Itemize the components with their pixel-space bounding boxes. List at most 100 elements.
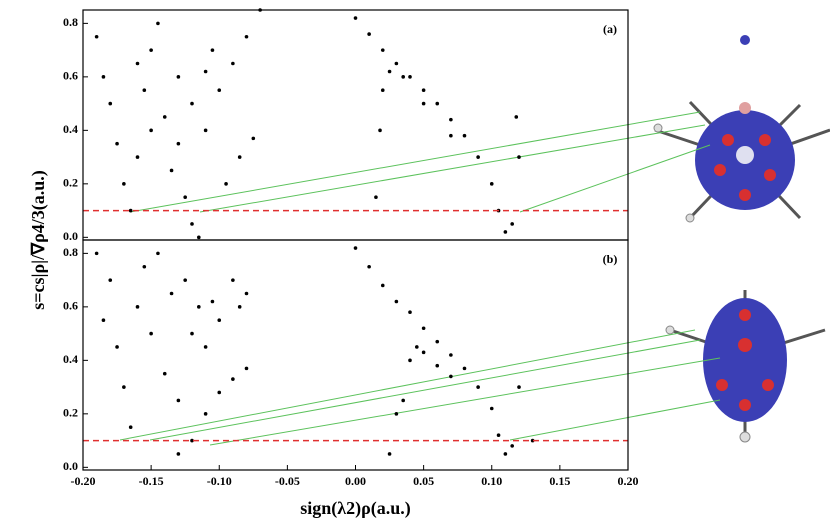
point <box>108 101 113 106</box>
point <box>149 128 153 133</box>
point <box>135 305 140 309</box>
connector <box>149 339 701 441</box>
spot <box>739 309 751 321</box>
spot <box>722 134 734 146</box>
point <box>231 61 235 66</box>
y-tick-label: 0.4 <box>63 122 78 136</box>
point <box>244 291 249 296</box>
point <box>415 345 419 349</box>
point <box>183 195 187 200</box>
point <box>176 398 181 403</box>
point <box>449 117 453 122</box>
point <box>183 278 187 282</box>
atom <box>740 35 750 45</box>
point <box>176 141 181 146</box>
point <box>503 230 508 234</box>
point <box>462 366 467 371</box>
point <box>421 88 426 93</box>
connector <box>209 357 721 446</box>
point <box>169 168 174 173</box>
point <box>251 136 256 141</box>
point <box>101 318 106 323</box>
point <box>162 371 167 376</box>
molecule-b <box>665 290 826 443</box>
atom <box>739 102 751 114</box>
point <box>122 385 126 389</box>
point <box>231 377 235 381</box>
point <box>496 433 501 438</box>
connector <box>199 124 706 213</box>
y-axis-label: s=cs|ρ|/∇ρ4/3(a.u.) <box>28 170 49 310</box>
point <box>142 264 147 269</box>
spot <box>739 399 751 411</box>
point <box>374 195 378 200</box>
point <box>449 374 453 379</box>
point <box>203 69 208 74</box>
point <box>503 452 508 456</box>
point <box>421 326 426 331</box>
spot <box>764 169 776 181</box>
connector <box>119 329 696 441</box>
point <box>408 358 412 363</box>
connector <box>509 399 721 441</box>
point <box>378 128 382 133</box>
point <box>244 366 249 371</box>
point <box>387 452 392 456</box>
x-tick-label: 0.15 <box>549 474 570 488</box>
point <box>380 48 385 52</box>
point <box>176 452 181 456</box>
point <box>394 61 399 66</box>
point <box>394 412 399 416</box>
y-tick-label: 0.6 <box>63 299 78 313</box>
point <box>135 61 140 66</box>
point <box>108 278 113 282</box>
x-tick-label: -0.20 <box>71 474 96 488</box>
point <box>476 385 480 389</box>
atom <box>653 123 663 133</box>
isosurface <box>703 298 787 422</box>
x-tick-label: -0.10 <box>207 474 232 488</box>
point <box>190 222 194 226</box>
point <box>203 128 208 133</box>
point <box>135 155 140 159</box>
connector <box>519 144 711 213</box>
point <box>408 75 412 79</box>
cavity <box>736 146 754 164</box>
point <box>128 425 133 430</box>
point <box>197 235 201 240</box>
point <box>421 101 426 106</box>
connector <box>129 111 701 213</box>
point <box>162 115 167 119</box>
point <box>367 32 371 36</box>
point <box>237 305 242 309</box>
y-tick-label: 0.2 <box>63 176 78 190</box>
point <box>197 305 201 309</box>
x-tick-label: 0.00 <box>345 474 366 488</box>
point <box>142 88 147 93</box>
point <box>530 438 535 443</box>
x-tick-label: -0.05 <box>275 474 300 488</box>
point <box>210 48 215 52</box>
y-tick-label: 0.0 <box>63 229 78 243</box>
point <box>408 310 412 315</box>
point <box>94 251 99 256</box>
point <box>394 299 399 304</box>
point <box>115 345 119 349</box>
x-tick-label: 0.10 <box>481 474 502 488</box>
point <box>449 133 453 138</box>
point <box>190 438 194 443</box>
point <box>115 141 119 146</box>
point <box>210 299 215 304</box>
point <box>462 133 467 138</box>
point <box>421 350 426 355</box>
point <box>190 331 194 336</box>
point <box>517 385 521 389</box>
point <box>217 318 222 323</box>
point <box>237 155 242 159</box>
point <box>476 155 480 159</box>
plot-frame <box>82 239 629 471</box>
point <box>510 222 514 226</box>
point <box>156 251 160 256</box>
point <box>244 34 249 39</box>
